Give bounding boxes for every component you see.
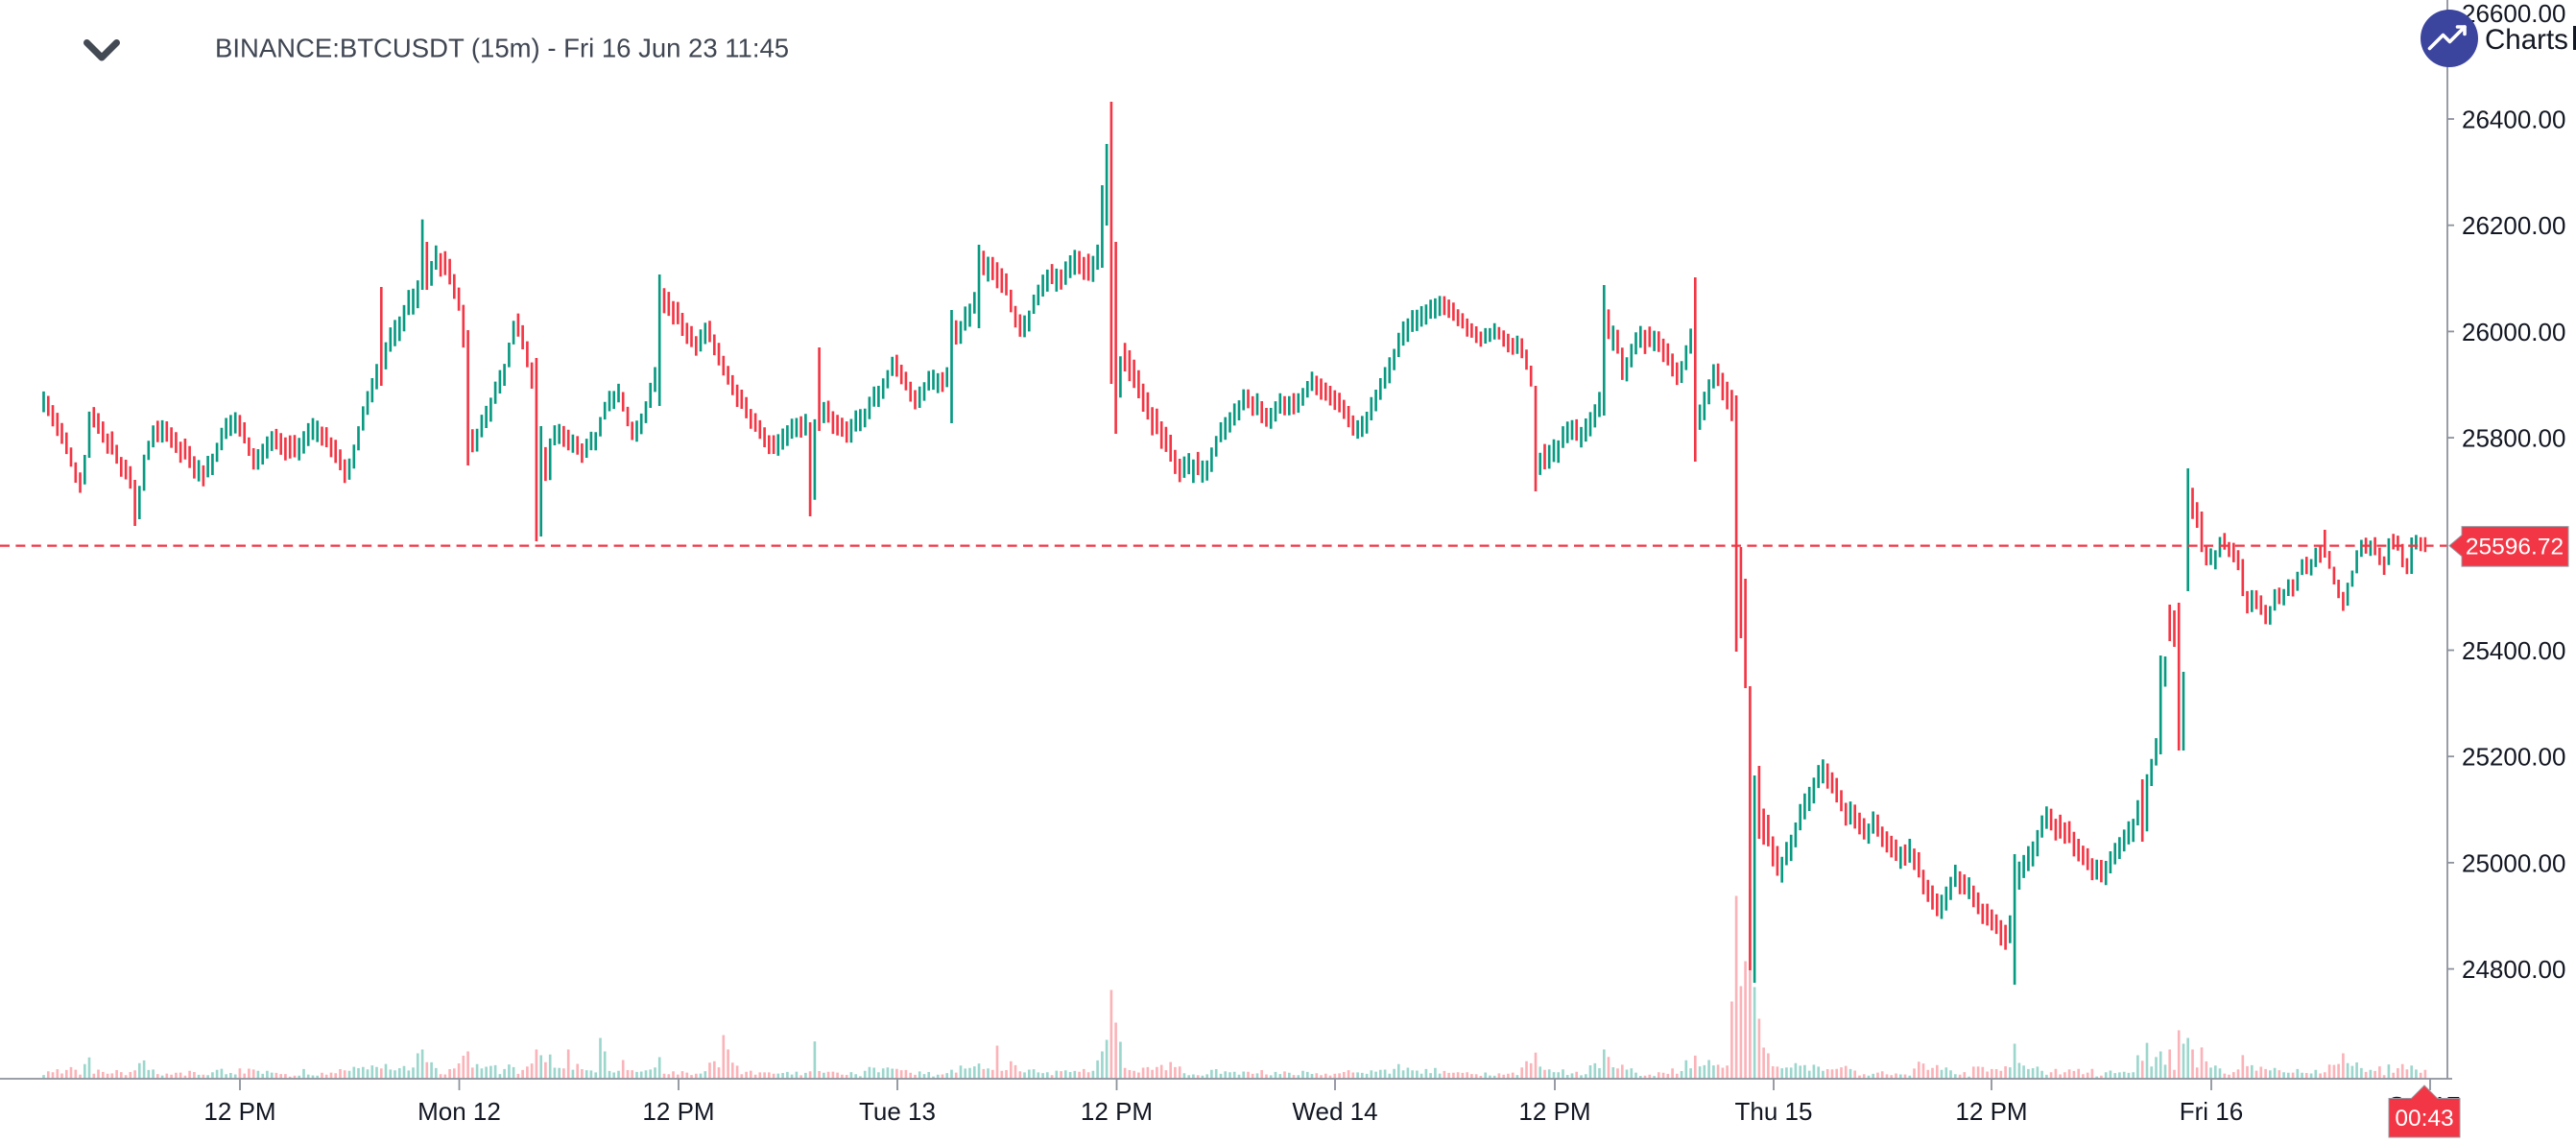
svg-text:Fri 16: Fri 16 [2180,1097,2243,1126]
svg-text:26200.00: 26200.00 [2462,211,2565,240]
svg-text:12 PM: 12 PM [203,1097,275,1126]
svg-text:26000.00: 26000.00 [2462,318,2565,346]
svg-text:Tue 13: Tue 13 [859,1097,936,1126]
svg-text:26400.00: 26400.00 [2462,106,2565,134]
svg-text:25400.00: 25400.00 [2462,636,2565,665]
svg-text:12 PM: 12 PM [1518,1097,1590,1126]
svg-text:25596.72: 25596.72 [2466,535,2564,560]
svg-text:25000.00: 25000.00 [2462,848,2565,877]
svg-text:12 PM: 12 PM [1955,1097,2027,1126]
svg-text:26600.00: 26600.00 [2462,0,2565,28]
svg-text:BINANCE:BTCUSDT (15m) - Fri 16: BINANCE:BTCUSDT (15m) - Fri 16 Jun 23 11… [215,34,789,63]
svg-text:00:43: 00:43 [2395,1106,2453,1132]
svg-text:Charts: Charts [2485,24,2568,56]
svg-text:Mon 12: Mon 12 [417,1097,501,1126]
svg-text:24800.00: 24800.00 [2462,955,2565,984]
svg-text:25800.00: 25800.00 [2462,424,2565,453]
svg-text:12 PM: 12 PM [1081,1097,1153,1126]
svg-text:25200.00: 25200.00 [2462,743,2565,772]
svg-text:12 PM: 12 PM [642,1097,714,1126]
svg-text:Wed 14: Wed 14 [1292,1097,1377,1126]
svg-text:Thu 15: Thu 15 [1735,1097,1813,1126]
